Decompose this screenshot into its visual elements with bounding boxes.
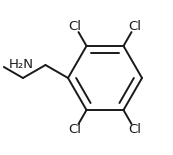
Text: Cl: Cl bbox=[129, 124, 142, 136]
Text: Cl: Cl bbox=[129, 20, 142, 33]
Text: Cl: Cl bbox=[69, 124, 81, 136]
Text: H₂N: H₂N bbox=[8, 58, 34, 71]
Text: Cl: Cl bbox=[69, 20, 81, 33]
